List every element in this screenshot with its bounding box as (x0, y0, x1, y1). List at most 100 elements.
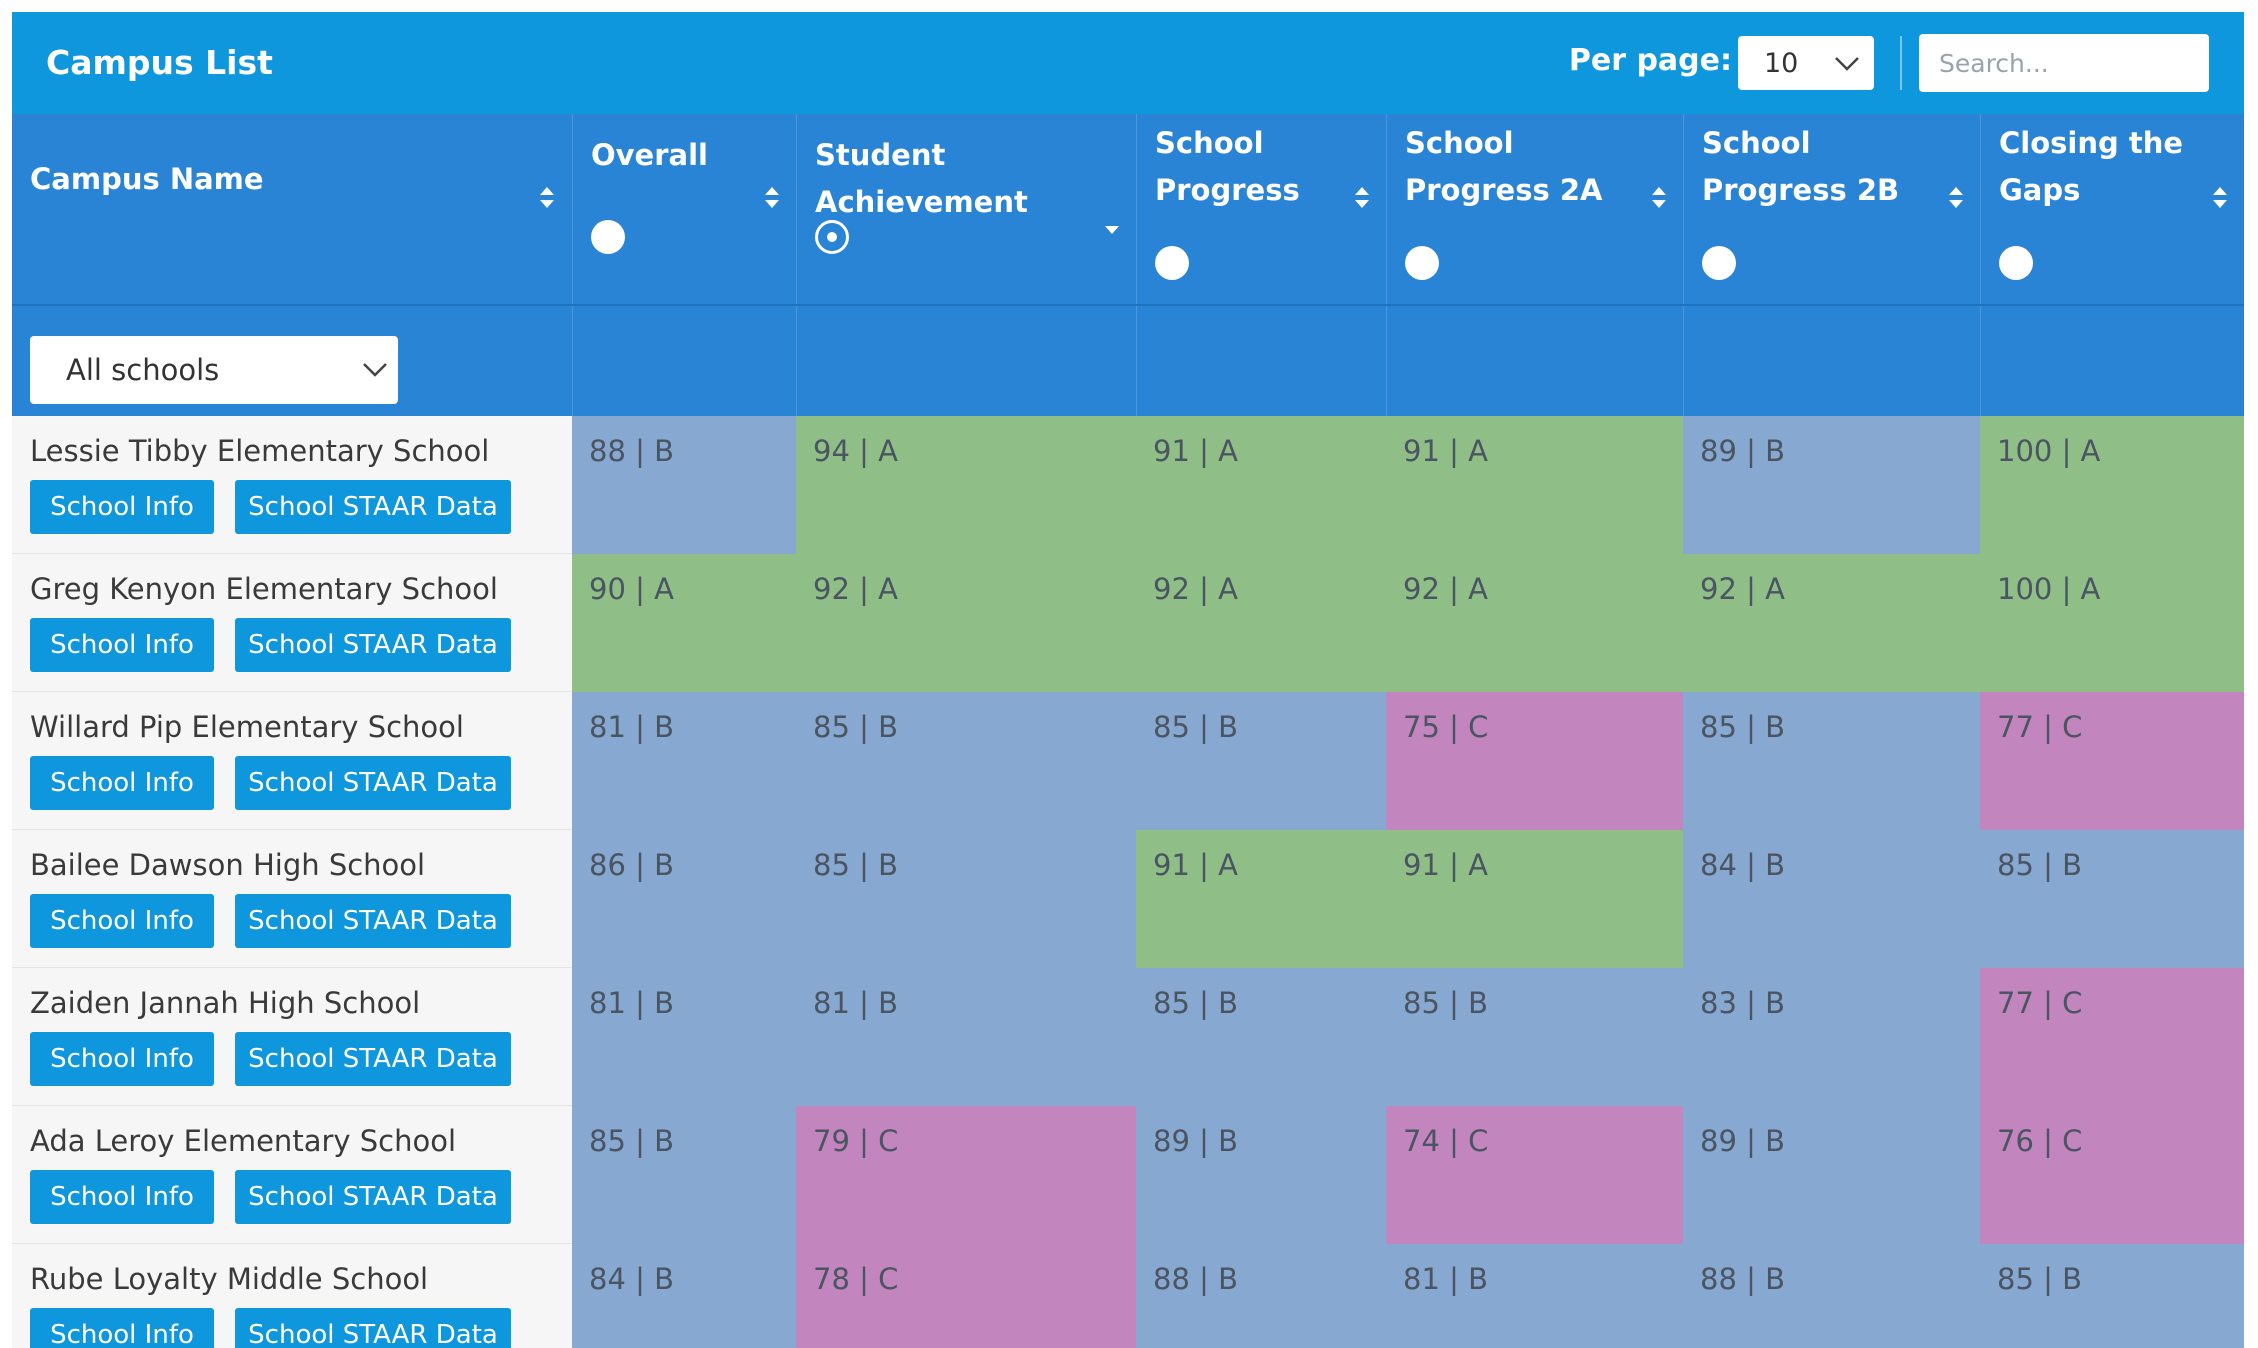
column-radio-student-achievement[interactable] (815, 220, 849, 254)
score-cell-student-achievement: 81 | B (796, 968, 1136, 1106)
sort-icon[interactable] (538, 184, 556, 212)
per-page-value: 10 (1764, 48, 1799, 79)
score-cell-closing-the-gaps: 76 | C (1980, 1106, 2244, 1244)
campus-cell: Zaiden Jannah High School School Info Scho… (12, 968, 572, 1106)
score-cell-closing-the-gaps: 100 | A (1980, 554, 2244, 692)
score-value: 85 | B (589, 1124, 675, 1158)
school-info-button[interactable]: School Info (30, 1032, 214, 1086)
table-row: Ada Leroy Elementary School School Info Sc… (12, 1106, 2244, 1244)
column-header-closing-the-gaps[interactable]: Closing the Gaps (1980, 114, 2244, 304)
score-cell-overall: 84 | B (572, 1244, 796, 1348)
score-value: 89 | B (1153, 1124, 1239, 1158)
campus-name: Rube Loyalty Middle School (30, 1262, 429, 1296)
sort-descending-icon[interactable] (1103, 210, 1121, 238)
column-radio-school-progress-2b[interactable] (1702, 246, 1736, 280)
chevron-down-icon (1835, 57, 1859, 71)
score-cell-school-progress-2a: 81 | B (1386, 1244, 1683, 1348)
column-radio-school-progress[interactable] (1155, 246, 1189, 280)
column-header-overall[interactable]: Overall (572, 114, 796, 304)
sort-icon[interactable] (1650, 184, 1668, 212)
column-radio-school-progress-2a[interactable] (1405, 246, 1439, 280)
school-info-button[interactable]: School Info (30, 1308, 214, 1348)
table-row: Bailee Dawson High School School Info Scho… (12, 830, 2244, 968)
score-cell-school-progress: 85 | B (1136, 692, 1386, 830)
score-value: 85 | B (1997, 1262, 2083, 1296)
sort-icon[interactable] (763, 184, 781, 212)
school-staar-data-button[interactable]: School STAAR Data (235, 756, 511, 810)
score-cell-school-progress: 88 | B (1136, 1244, 1386, 1348)
school-info-button[interactable]: School Info (30, 1170, 214, 1224)
filter-cell-campus: All schools (12, 306, 572, 416)
column-header-student-achievement[interactable]: Student Achievement (796, 114, 1136, 304)
score-value: 85 | B (1700, 710, 1786, 744)
score-value: 85 | B (1403, 986, 1489, 1020)
score-cell-school-progress-2b: 92 | A (1683, 554, 1980, 692)
school-staar-data-button[interactable]: School STAAR Data (235, 480, 511, 534)
filter-cell-overall (572, 306, 796, 416)
column-header-school-progress[interactable]: School Progress (1136, 114, 1386, 304)
score-cell-overall: 81 | B (572, 968, 796, 1106)
column-header-label: School Progress 2A (1405, 126, 1603, 207)
school-staar-data-button[interactable]: School STAAR Data (235, 1308, 511, 1348)
score-cell-school-progress-2a: 75 | C (1386, 692, 1683, 830)
table-filter-row: All schools (12, 304, 2244, 416)
school-info-button[interactable]: School Info (30, 756, 214, 810)
column-header-school-progress-2b[interactable]: School Progress 2B (1683, 114, 1980, 304)
score-value: 85 | B (813, 848, 899, 882)
column-radio-overall[interactable] (591, 220, 625, 254)
score-cell-student-achievement: 85 | B (796, 830, 1136, 968)
score-value: 84 | B (589, 1262, 675, 1296)
campus-cell: Greg Kenyon Elementary School School Info… (12, 554, 572, 692)
column-header-school-progress-2a[interactable]: School Progress 2A (1386, 114, 1683, 304)
column-header-campus-name[interactable]: Campus Name (12, 114, 572, 304)
per-page-label: Per page: (1568, 43, 1732, 78)
score-cell-school-progress-2a: 85 | B (1386, 968, 1683, 1106)
score-value: 86 | B (589, 848, 675, 882)
sort-icon[interactable] (2211, 184, 2229, 212)
score-cell-closing-the-gaps: 77 | C (1980, 692, 2244, 830)
campus-cell: Rube Loyalty Middle School School Info Sch… (12, 1244, 572, 1348)
score-cell-student-achievement: 94 | A (796, 416, 1136, 554)
campus-cell: Bailee Dawson High School School Info Scho… (12, 830, 572, 968)
column-header-label: School Progress (1155, 126, 1300, 207)
score-value: 74 | C (1403, 1124, 1489, 1158)
score-cell-overall: 81 | B (572, 692, 796, 830)
sort-icon[interactable] (1947, 184, 1965, 212)
campus-cell: Ada Leroy Elementary School School Info Sc… (12, 1106, 572, 1244)
column-header-label: Campus Name (30, 162, 264, 196)
campus-name: Lessie Tibby Elementary School (30, 434, 490, 468)
score-cell-school-progress-2b: 84 | B (1683, 830, 1980, 968)
score-cell-overall: 90 | A (572, 554, 796, 692)
score-value: 81 | B (589, 986, 675, 1020)
school-staar-data-button[interactable]: School STAAR Data (235, 894, 511, 948)
school-info-button[interactable]: School Info (30, 480, 214, 534)
school-staar-data-button[interactable]: School STAAR Data (235, 618, 511, 672)
filter-cell-student-achievement (796, 306, 1136, 416)
score-value: 88 | B (1153, 1262, 1239, 1296)
score-value: 94 | A (813, 434, 898, 468)
school-staar-data-button[interactable]: School STAAR Data (235, 1032, 511, 1086)
column-header-label: Student Achievement (815, 138, 1028, 219)
schools-filter-select[interactable]: All schools (30, 336, 398, 404)
score-value: 89 | B (1700, 434, 1786, 468)
column-radio-closing-the-gaps[interactable] (1999, 246, 2033, 280)
filter-cell-school-progress-2a (1386, 306, 1683, 416)
campus-cell: Lessie Tibby Elementary School School Inf… (12, 416, 572, 554)
per-page-select[interactable]: 10 (1738, 36, 1874, 90)
sort-icon[interactable] (1353, 184, 1371, 212)
search-input[interactable] (1919, 34, 2209, 92)
campus-name: Zaiden Jannah High School (30, 986, 421, 1020)
score-cell-closing-the-gaps: 85 | B (1980, 830, 2244, 968)
school-info-button[interactable]: School Info (30, 618, 214, 672)
score-value: 88 | B (589, 434, 675, 468)
school-staar-data-button[interactable]: School STAAR Data (235, 1170, 511, 1224)
score-value: 92 | A (1403, 572, 1488, 606)
score-cell-school-progress-2b: 89 | B (1683, 1106, 1980, 1244)
score-cell-school-progress-2a: 91 | A (1386, 830, 1683, 968)
filter-cell-school-progress (1136, 306, 1386, 416)
score-cell-school-progress: 89 | B (1136, 1106, 1386, 1244)
score-value: 77 | C (1997, 710, 2083, 744)
score-value: 76 | C (1997, 1124, 2083, 1158)
table-header-row: Campus Name Overall Student Achievement Sch… (12, 114, 2244, 304)
school-info-button[interactable]: School Info (30, 894, 214, 948)
